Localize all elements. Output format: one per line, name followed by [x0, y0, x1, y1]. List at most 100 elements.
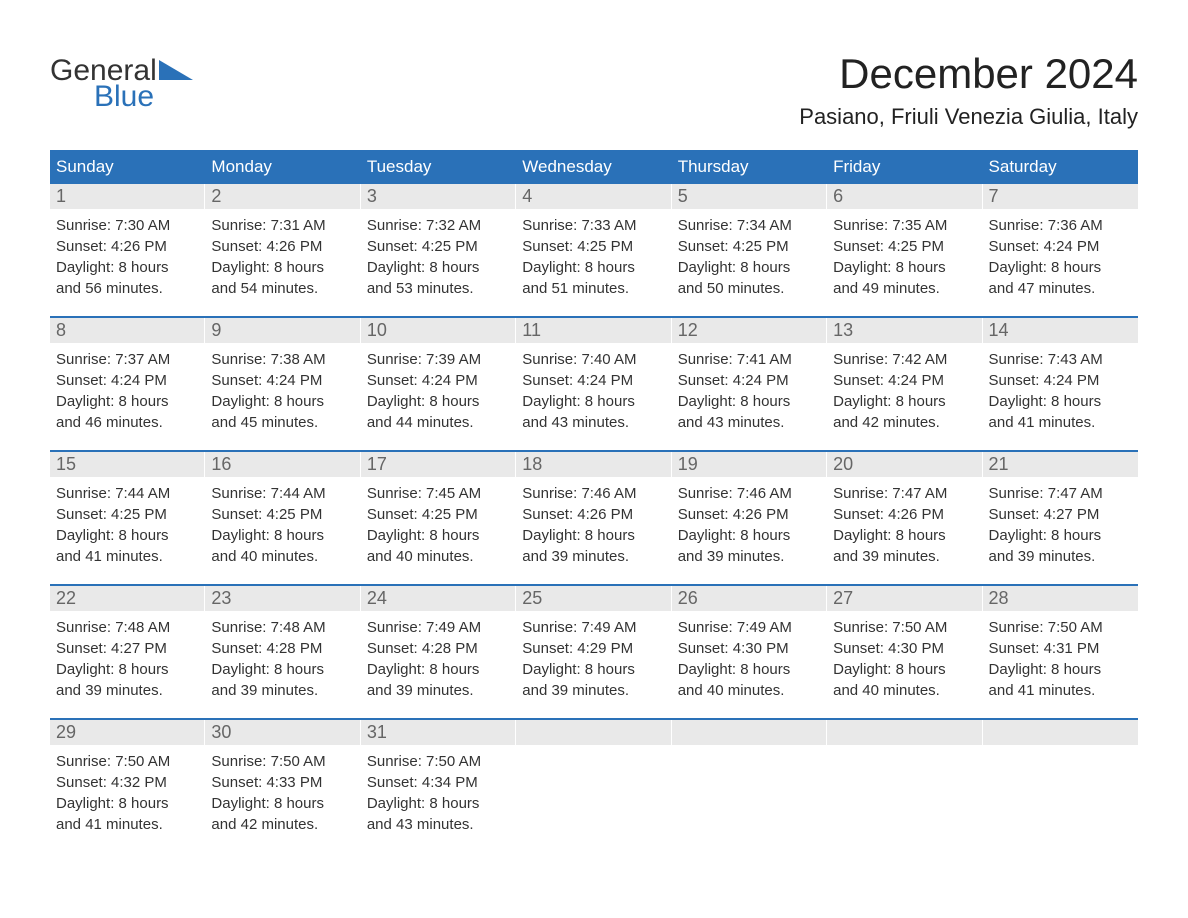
day-body: Sunrise: 7:33 AMSunset: 4:25 PMDaylight:…	[516, 209, 671, 299]
sunset-line: Sunset: 4:27 PM	[989, 504, 1132, 525]
sunrise-line: Sunrise: 7:50 AM	[989, 617, 1132, 638]
day-number: 11	[516, 318, 671, 343]
daylight-line1: Daylight: 8 hours	[56, 525, 199, 546]
daylight-line2: and 53 minutes.	[367, 278, 510, 299]
sunset-line: Sunset: 4:26 PM	[522, 504, 665, 525]
sunrise-line: Sunrise: 7:41 AM	[678, 349, 821, 370]
day-body: Sunrise: 7:50 AMSunset: 4:30 PMDaylight:…	[827, 611, 982, 701]
daylight-line1: Daylight: 8 hours	[522, 391, 665, 412]
sunset-line: Sunset: 4:26 PM	[678, 504, 821, 525]
day-cell: 11Sunrise: 7:40 AMSunset: 4:24 PMDayligh…	[516, 318, 671, 436]
day-cell: 18Sunrise: 7:46 AMSunset: 4:26 PMDayligh…	[516, 452, 671, 570]
daylight-line2: and 43 minutes.	[522, 412, 665, 433]
daylight-line1: Daylight: 8 hours	[211, 391, 354, 412]
day-number: 3	[361, 184, 516, 209]
daylight-line1: Daylight: 8 hours	[989, 525, 1132, 546]
day-cell: 29Sunrise: 7:50 AMSunset: 4:32 PMDayligh…	[50, 720, 205, 838]
daylight-line1: Daylight: 8 hours	[522, 525, 665, 546]
day-cell: 27Sunrise: 7:50 AMSunset: 4:30 PMDayligh…	[827, 586, 982, 704]
day-body: Sunrise: 7:49 AMSunset: 4:28 PMDaylight:…	[361, 611, 516, 701]
day-body: Sunrise: 7:38 AMSunset: 4:24 PMDaylight:…	[205, 343, 360, 433]
day-cell: 14Sunrise: 7:43 AMSunset: 4:24 PMDayligh…	[983, 318, 1138, 436]
day-cell: 24Sunrise: 7:49 AMSunset: 4:28 PMDayligh…	[361, 586, 516, 704]
day-number: 26	[672, 586, 827, 611]
sunset-line: Sunset: 4:32 PM	[56, 772, 199, 793]
daylight-line2: and 44 minutes.	[367, 412, 510, 433]
sunrise-line: Sunrise: 7:47 AM	[833, 483, 976, 504]
month-title: December 2024	[799, 50, 1138, 98]
daylight-line2: and 46 minutes.	[56, 412, 199, 433]
sunset-line: Sunset: 4:25 PM	[678, 236, 821, 257]
day-cell: 22Sunrise: 7:48 AMSunset: 4:27 PMDayligh…	[50, 586, 205, 704]
day-body: Sunrise: 7:50 AMSunset: 4:32 PMDaylight:…	[50, 745, 205, 835]
sunset-line: Sunset: 4:24 PM	[367, 370, 510, 391]
sunset-line: Sunset: 4:27 PM	[56, 638, 199, 659]
day-cell: 23Sunrise: 7:48 AMSunset: 4:28 PMDayligh…	[205, 586, 360, 704]
day-number: 31	[361, 720, 516, 745]
day-body: Sunrise: 7:50 AMSunset: 4:31 PMDaylight:…	[983, 611, 1138, 701]
day-body: Sunrise: 7:32 AMSunset: 4:25 PMDaylight:…	[361, 209, 516, 299]
day-cell: 15Sunrise: 7:44 AMSunset: 4:25 PMDayligh…	[50, 452, 205, 570]
sunrise-line: Sunrise: 7:50 AM	[367, 751, 510, 772]
day-number: 21	[983, 452, 1138, 477]
daylight-line1: Daylight: 8 hours	[678, 525, 821, 546]
sunset-line: Sunset: 4:25 PM	[56, 504, 199, 525]
day-number: 24	[361, 586, 516, 611]
day-body: Sunrise: 7:46 AMSunset: 4:26 PMDaylight:…	[516, 477, 671, 567]
sunrise-line: Sunrise: 7:37 AM	[56, 349, 199, 370]
daylight-line2: and 39 minutes.	[989, 546, 1132, 567]
daylight-line1: Daylight: 8 hours	[367, 257, 510, 278]
daylight-line2: and 39 minutes.	[522, 546, 665, 567]
day-number: 7	[983, 184, 1138, 209]
daylight-line1: Daylight: 8 hours	[211, 257, 354, 278]
daylight-line1: Daylight: 8 hours	[211, 525, 354, 546]
daylight-line2: and 41 minutes.	[56, 814, 199, 835]
daylight-line1: Daylight: 8 hours	[833, 257, 976, 278]
day-number	[827, 720, 982, 745]
day-cell: 8Sunrise: 7:37 AMSunset: 4:24 PMDaylight…	[50, 318, 205, 436]
day-body: Sunrise: 7:34 AMSunset: 4:25 PMDaylight:…	[672, 209, 827, 299]
day-number: 15	[50, 452, 205, 477]
daylight-line1: Daylight: 8 hours	[989, 257, 1132, 278]
day-cell: 5Sunrise: 7:34 AMSunset: 4:25 PMDaylight…	[672, 184, 827, 302]
sunrise-line: Sunrise: 7:38 AM	[211, 349, 354, 370]
daylight-line1: Daylight: 8 hours	[833, 659, 976, 680]
daylight-line2: and 43 minutes.	[678, 412, 821, 433]
logo-flag-icon	[159, 60, 193, 80]
sunset-line: Sunset: 4:29 PM	[522, 638, 665, 659]
sunset-line: Sunset: 4:25 PM	[211, 504, 354, 525]
day-body: Sunrise: 7:50 AMSunset: 4:34 PMDaylight:…	[361, 745, 516, 835]
sunset-line: Sunset: 4:25 PM	[367, 236, 510, 257]
day-body: Sunrise: 7:30 AMSunset: 4:26 PMDaylight:…	[50, 209, 205, 299]
day-body: Sunrise: 7:44 AMSunset: 4:25 PMDaylight:…	[50, 477, 205, 567]
sunrise-line: Sunrise: 7:50 AM	[833, 617, 976, 638]
dayname: Tuesday	[361, 150, 516, 184]
day-number: 8	[50, 318, 205, 343]
day-cell: 7Sunrise: 7:36 AMSunset: 4:24 PMDaylight…	[983, 184, 1138, 302]
day-body: Sunrise: 7:43 AMSunset: 4:24 PMDaylight:…	[983, 343, 1138, 433]
daylight-line1: Daylight: 8 hours	[367, 391, 510, 412]
logo: General Blue	[50, 56, 193, 112]
sunrise-line: Sunrise: 7:35 AM	[833, 215, 976, 236]
daylight-line1: Daylight: 8 hours	[678, 257, 821, 278]
day-cell	[827, 720, 982, 838]
daylight-line1: Daylight: 8 hours	[367, 793, 510, 814]
day-body: Sunrise: 7:35 AMSunset: 4:25 PMDaylight:…	[827, 209, 982, 299]
day-cell: 1Sunrise: 7:30 AMSunset: 4:26 PMDaylight…	[50, 184, 205, 302]
daylight-line1: Daylight: 8 hours	[989, 391, 1132, 412]
day-cell: 3Sunrise: 7:32 AMSunset: 4:25 PMDaylight…	[361, 184, 516, 302]
sunrise-line: Sunrise: 7:48 AM	[211, 617, 354, 638]
week-row: 22Sunrise: 7:48 AMSunset: 4:27 PMDayligh…	[50, 584, 1138, 704]
day-number: 28	[983, 586, 1138, 611]
daylight-line2: and 42 minutes.	[833, 412, 976, 433]
day-body: Sunrise: 7:42 AMSunset: 4:24 PMDaylight:…	[827, 343, 982, 433]
calendar: Sunday Monday Tuesday Wednesday Thursday…	[50, 150, 1138, 838]
daylight-line2: and 39 minutes.	[367, 680, 510, 701]
day-body: Sunrise: 7:49 AMSunset: 4:29 PMDaylight:…	[516, 611, 671, 701]
sunset-line: Sunset: 4:30 PM	[678, 638, 821, 659]
sunset-line: Sunset: 4:28 PM	[211, 638, 354, 659]
day-cell	[983, 720, 1138, 838]
daylight-line2: and 41 minutes.	[989, 680, 1132, 701]
sunset-line: Sunset: 4:24 PM	[211, 370, 354, 391]
location: Pasiano, Friuli Venezia Giulia, Italy	[799, 104, 1138, 130]
